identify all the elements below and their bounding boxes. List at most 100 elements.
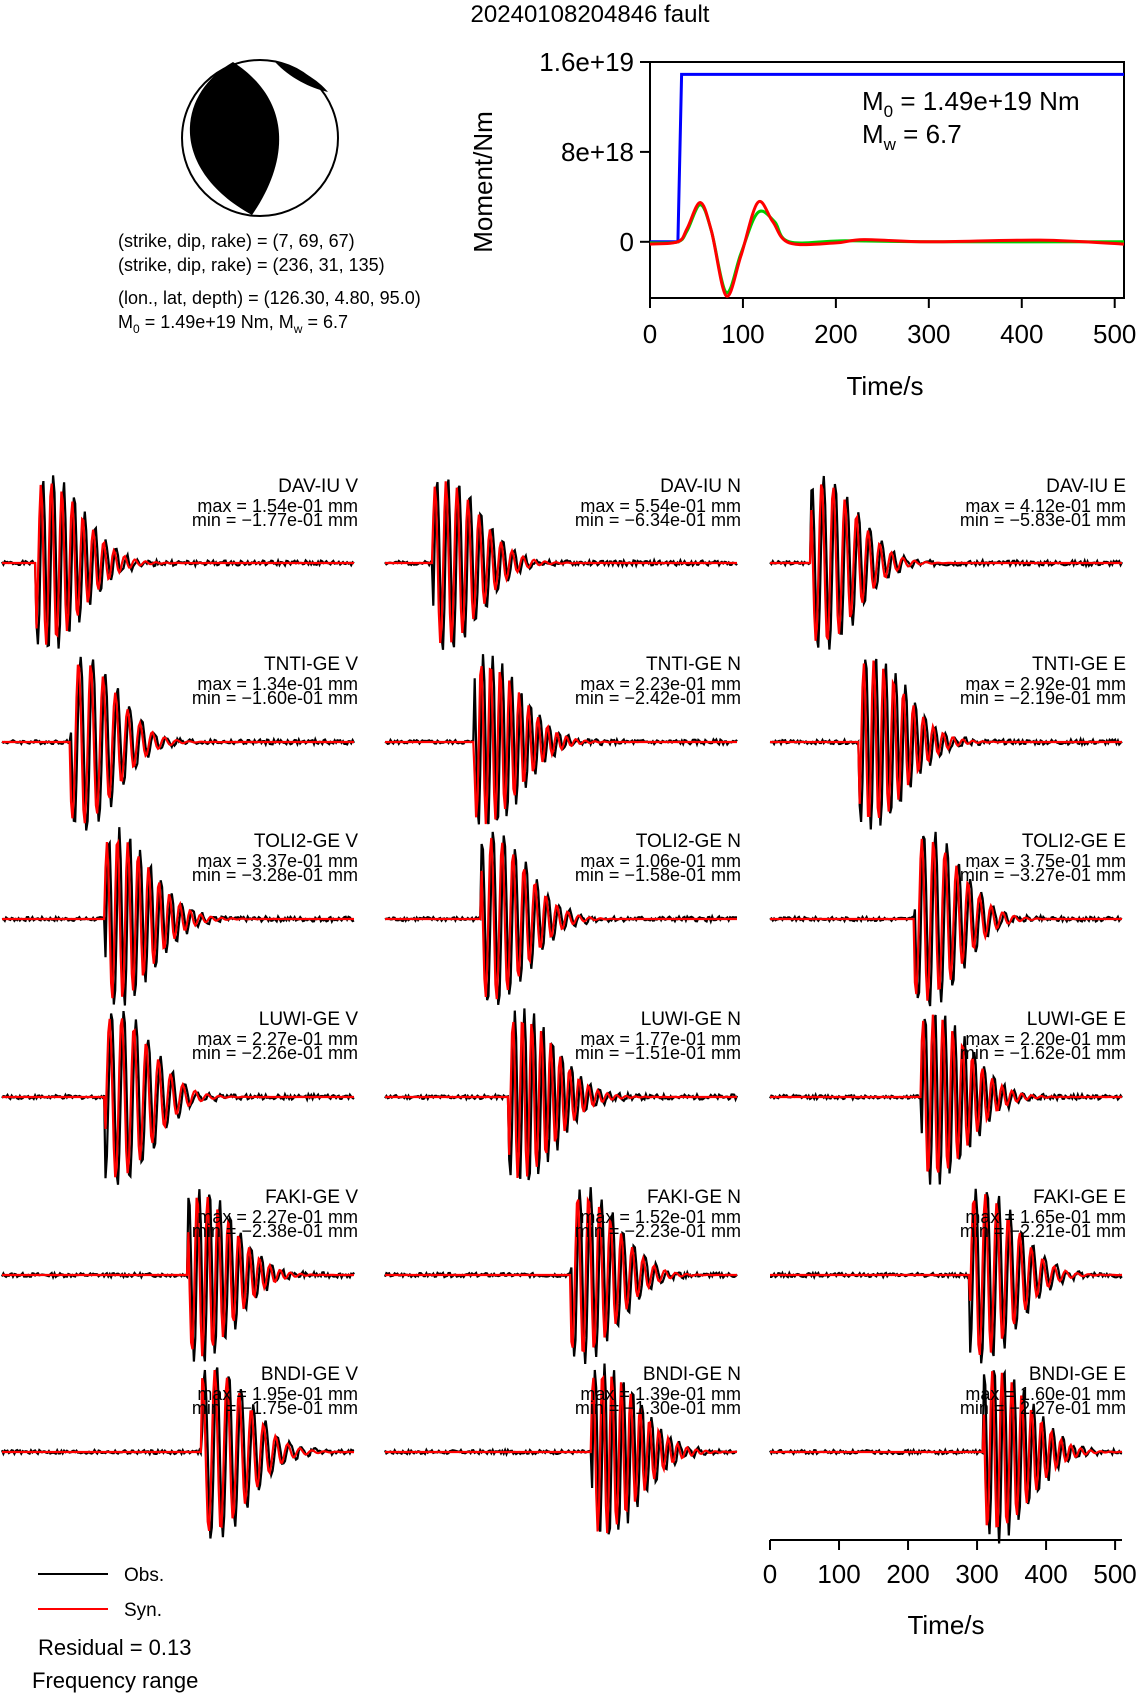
max-amplitude-label: max = 4.12e-01 mm	[965, 496, 1126, 516]
moment-y-axis: 1.6e+19 8e+18 0	[539, 47, 651, 298]
syn-trace	[770, 838, 1122, 1001]
mw-annotation: Mw = 6.7	[862, 119, 962, 154]
min-amplitude-label: min = −1.60e-01 mm	[192, 688, 358, 708]
residual-text: Residual = 0.13	[38, 1635, 192, 1660]
syn-trace	[2, 483, 354, 645]
station-label: TNTI-GE N	[646, 654, 741, 675]
moment-x-tick-label: 400	[1000, 319, 1043, 349]
beachball-compressional-cap	[275, 62, 328, 92]
station-label: BNDI-GE V	[261, 1364, 358, 1385]
min-amplitude-label: min = −2.23e-01 mm	[575, 1221, 741, 1241]
moment-ylabel: Moment/Nm	[468, 111, 498, 253]
m0-annotation: M0 = 1.49e+19 Nm	[862, 86, 1080, 121]
syn-trace	[770, 484, 1122, 641]
syn-trace	[385, 1195, 737, 1353]
max-amplitude-label: max = 2.20e-01 mm	[965, 1029, 1126, 1049]
moment-y-tick-label: 0	[620, 227, 634, 257]
station-label: DAV-IU E	[1046, 476, 1126, 497]
min-amplitude-label: min = −1.75e-01 mm	[192, 1398, 358, 1418]
station-label: FAKI-GE N	[647, 1187, 741, 1208]
syn-trace	[770, 660, 1122, 819]
moment-chart: 1.6e+19 8e+18 0 0 100 200 300 400 500 Moment/Nm…	[468, 47, 1136, 401]
moment-summary-text: M0 = 1.49e+19 Nm, Mw = 6.7	[118, 312, 348, 336]
syn-trace	[2, 1196, 354, 1357]
min-amplitude-label: min = −2.21e-01 mm	[960, 1221, 1126, 1241]
syn-trace	[385, 837, 737, 1000]
min-amplitude-label: min = −2.27e-01 mm	[960, 1398, 1126, 1418]
max-amplitude-label: max = 1.77e-01 mm	[580, 1029, 741, 1049]
syn-trace	[2, 1370, 354, 1531]
station-label: TNTI-GE V	[264, 654, 358, 675]
min-amplitude-label: min = −1.62e-01 mm	[960, 1043, 1126, 1063]
max-amplitude-label: max = 1.54e-01 mm	[197, 496, 358, 516]
mw-value: = 6.7	[896, 119, 962, 149]
syn-trace	[770, 1371, 1123, 1528]
moment-y-tick-label: 8e+18	[561, 137, 634, 167]
waveform-x-axis: 0 100 200 300 400 500	[763, 1539, 1137, 1589]
location-text: (lon., lat, depth) = (126.30, 4.80, 95.0…	[118, 288, 421, 308]
moment-x-tick-label: 200	[814, 319, 857, 349]
waveform-x-tick-label: 500	[1093, 1559, 1136, 1589]
syn-trace	[770, 1014, 1123, 1173]
syn-trace	[385, 666, 737, 825]
max-amplitude-label: max = 2.27e-01 mm	[197, 1207, 358, 1227]
syn-trace	[385, 481, 737, 644]
waveform-x-tick-label: 400	[1024, 1559, 1067, 1589]
station-label: DAV-IU V	[278, 476, 358, 497]
waveform-x-tick-label: 0	[763, 1559, 777, 1589]
station-label: FAKI-GE V	[265, 1187, 358, 1208]
max-amplitude-label: max = 1.39e-01 mm	[580, 1384, 741, 1404]
waveform-x-tick-label: 200	[886, 1559, 929, 1589]
moment-summary-mid: = 1.49e+19 Nm, M	[140, 312, 294, 332]
station-label: BNDI-GE E	[1029, 1364, 1126, 1385]
syn-trace	[385, 1374, 738, 1534]
station-label: TNTI-GE E	[1032, 654, 1126, 675]
max-amplitude-label: max = 2.23e-01 mm	[580, 674, 741, 694]
frequency-range-text: Frequency range	[32, 1668, 198, 1693]
moment-x-tick-label: 0	[643, 319, 657, 349]
syn-trace	[770, 1194, 1123, 1356]
min-amplitude-label: min = −3.28e-01 mm	[192, 865, 358, 885]
station-label: FAKI-GE E	[1033, 1187, 1126, 1208]
station-label: LUWI-GE N	[641, 1009, 741, 1030]
min-amplitude-label: min = −5.83e-01 mm	[960, 510, 1126, 530]
station-label: BNDI-GE N	[643, 1364, 741, 1385]
mw-m: M	[862, 119, 884, 149]
max-amplitude-label: max = 3.75e-01 mm	[965, 851, 1126, 871]
moment-x-axis: 0 100 200 300 400 500	[643, 298, 1136, 349]
min-amplitude-label: min = −2.19e-01 mm	[960, 688, 1126, 708]
moment-series	[649, 72, 1125, 298]
min-amplitude-label: min = −2.38e-01 mm	[192, 1221, 358, 1241]
max-amplitude-label: max = 1.95e-01 mm	[197, 1384, 358, 1404]
moment-rate-line-red	[649, 199, 1125, 298]
station-label: TOLI2-GE N	[636, 831, 741, 852]
figure-title: 20240108204846 fault	[471, 1, 710, 28]
m0-sub: 0	[884, 102, 893, 121]
max-amplitude-label: max = 1.52e-01 mm	[580, 1207, 741, 1227]
min-amplitude-label: min = −2.26e-01 mm	[192, 1043, 358, 1063]
max-amplitude-label: max = 2.92e-01 mm	[965, 674, 1126, 694]
waveform-xlabel: Time/s	[907, 1610, 984, 1640]
beachball	[181, 59, 339, 217]
moment-summary-end: = 6.7	[302, 312, 348, 332]
moment-y-tick-label: 1.6e+19	[539, 47, 634, 77]
station-label: DAV-IU N	[660, 476, 741, 497]
syn-trace	[2, 664, 354, 824]
